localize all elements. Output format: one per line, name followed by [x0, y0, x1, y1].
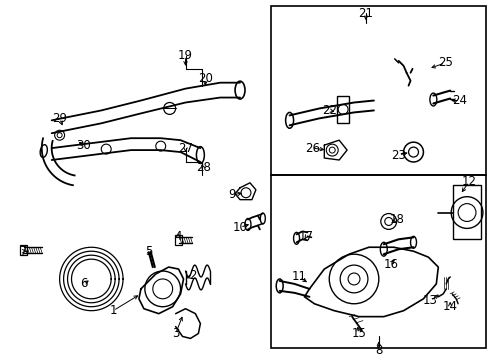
Text: 24: 24	[452, 94, 467, 107]
Bar	[270, 175, 485, 348]
Bar	[270, 6, 485, 175]
Text: 25: 25	[437, 57, 452, 69]
Ellipse shape	[410, 236, 416, 248]
Ellipse shape	[40, 145, 47, 157]
Text: 7: 7	[20, 245, 28, 258]
Text: 21: 21	[358, 7, 373, 20]
Text: 26: 26	[305, 141, 319, 154]
Ellipse shape	[260, 213, 265, 224]
Text: 22: 22	[321, 104, 336, 117]
Text: 28: 28	[196, 161, 210, 175]
Ellipse shape	[244, 219, 250, 230]
Text: 9: 9	[228, 188, 235, 201]
Text: 30: 30	[76, 139, 91, 152]
Text: 20: 20	[198, 72, 212, 85]
Text: 10: 10	[232, 221, 247, 234]
Bar	[20, 245, 27, 255]
Bar	[452, 185, 480, 239]
Bar	[337, 95, 348, 123]
Text: 13: 13	[422, 294, 437, 307]
Text: 29: 29	[52, 112, 67, 125]
Text: 23: 23	[390, 149, 405, 162]
Ellipse shape	[196, 147, 204, 163]
Ellipse shape	[380, 242, 386, 256]
Text: 5: 5	[145, 245, 152, 258]
Text: 8: 8	[374, 344, 382, 357]
Text: 1: 1	[109, 304, 117, 317]
Text: 3: 3	[172, 327, 179, 340]
Text: 17: 17	[298, 230, 313, 243]
Text: 12: 12	[461, 175, 476, 188]
Text: 16: 16	[383, 258, 397, 271]
Text: 6: 6	[80, 278, 87, 291]
Text: 11: 11	[291, 270, 306, 283]
Ellipse shape	[235, 81, 244, 99]
Ellipse shape	[293, 232, 299, 244]
Text: 4: 4	[175, 230, 182, 243]
Text: 19: 19	[178, 49, 193, 62]
Ellipse shape	[276, 279, 283, 293]
Text: 14: 14	[442, 300, 457, 313]
Text: 27: 27	[178, 141, 193, 154]
Text: 15: 15	[351, 327, 366, 340]
Ellipse shape	[429, 93, 436, 106]
Text: 2: 2	[188, 270, 196, 283]
Ellipse shape	[285, 112, 293, 128]
Bar	[174, 235, 181, 245]
Text: 18: 18	[388, 213, 403, 226]
